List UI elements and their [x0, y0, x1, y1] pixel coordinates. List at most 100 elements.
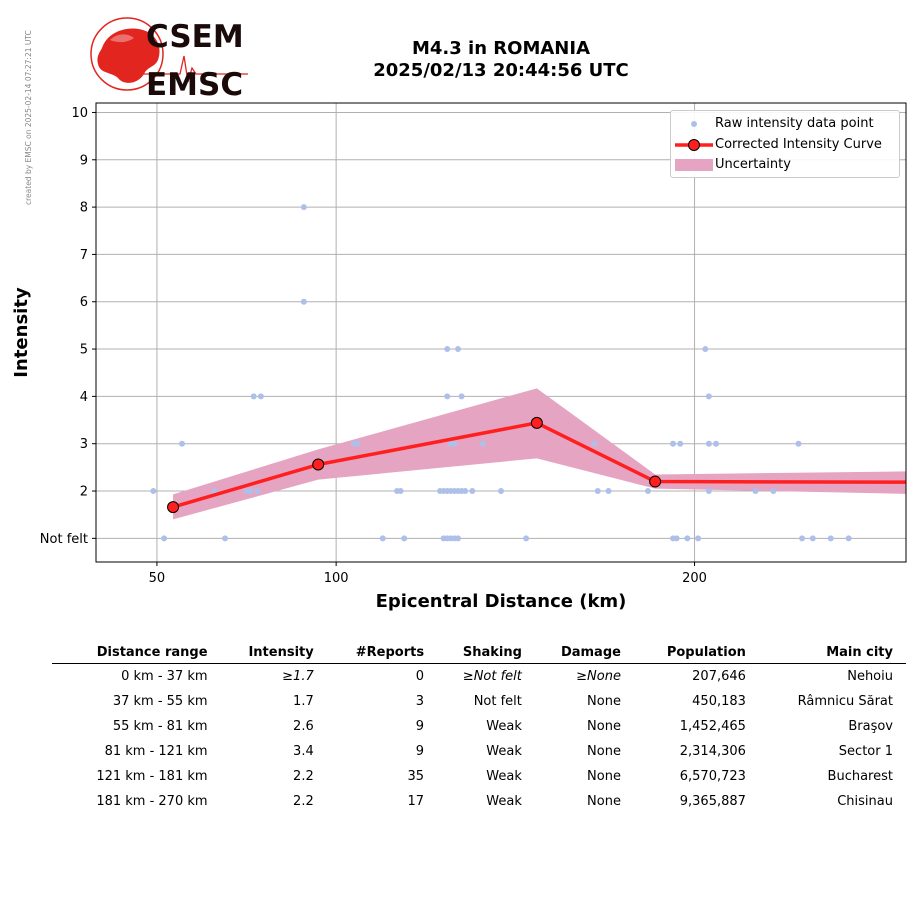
table-row: 37 km - 55 km 1.7 3 Not felt None 450,183 Râmn…: [52, 689, 906, 714]
cell-reports: 3: [415, 694, 425, 709]
header-damage: Damage: [560, 644, 621, 660]
legend-label-curve: Corrected Intensity Curve: [715, 137, 882, 152]
cell-damage: None: [587, 794, 621, 809]
cell-distance-range: 55 km - 81 km: [112, 719, 208, 734]
raw-data-point: [591, 440, 598, 447]
cell-shaking: Weak: [486, 794, 522, 809]
raw-data-point: [451, 440, 458, 447]
raw-data-point: [458, 393, 465, 400]
raw-data-point: [444, 393, 451, 400]
legend-item-raw: Raw intensity data point: [671, 115, 899, 133]
raw-data-point: [752, 488, 759, 495]
raw-data-point: [254, 488, 261, 495]
cell-main-city: Sector 1: [838, 744, 893, 759]
raw-data-point: [161, 535, 168, 542]
raw-data-point: [351, 440, 358, 447]
cell-reports: 35: [407, 769, 425, 784]
legend-label-raw: Raw intensity data point: [715, 116, 874, 131]
y-tick-label: Not felt: [40, 532, 88, 547]
raw-data-point: [845, 535, 852, 542]
cell-main-city: Chisinau: [837, 794, 893, 809]
cell-distance-range: 37 km - 55 km: [112, 694, 208, 709]
raw-data-point: [257, 393, 264, 400]
plot-frame: [95, 102, 907, 563]
header-main-city: Main city: [826, 644, 893, 660]
raw-data-point: [379, 535, 386, 542]
raw-data-point: [827, 535, 834, 542]
raw-data-point: [300, 204, 307, 211]
intensity-table: Distance range Intensity #Reports Shakin…: [52, 641, 906, 814]
chart-title: M4.3 in ROMANIA 2025/02/13 20:44:56 UTC: [300, 38, 702, 82]
title-datetime: 2025/02/13 20:44:56 UTC: [373, 60, 629, 81]
table-header-row: Distance range Intensity #Reports Shakin…: [52, 641, 906, 664]
raw-data-point: [454, 346, 461, 353]
cell-reports: 0: [415, 669, 425, 684]
raw-data-point: [523, 535, 530, 542]
raw-data-point: [222, 535, 229, 542]
raw-data-point: [702, 346, 709, 353]
svg-text:CSEM: CSEM: [146, 19, 244, 55]
raw-data-point: [454, 535, 461, 542]
raw-data-point: [673, 535, 680, 542]
legend-label-uncertainty: Uncertainty: [715, 157, 791, 172]
raw-data-point: [695, 535, 702, 542]
title-event: M4.3 in ROMANIA: [411, 38, 590, 59]
y-tick-label: 5: [80, 343, 88, 358]
raw-data-point: [401, 535, 408, 542]
raw-data-point: [705, 393, 712, 400]
raw-data-point: [594, 488, 601, 495]
cell-main-city: Braşov: [848, 719, 893, 734]
cell-population: 9,365,887: [679, 794, 746, 809]
raw-data-point: [795, 440, 802, 447]
raw-data-point: [644, 488, 651, 495]
cell-main-city: Bucharest: [827, 769, 893, 784]
chart-legend: Raw intensity data point Corrected Inten…: [670, 110, 900, 178]
cell-damage: ≥None: [576, 669, 621, 684]
table-row: 55 km - 81 km 2.6 9 Weak None 1,452,465 Braşov: [52, 714, 906, 739]
raw-data-point: [809, 535, 816, 542]
intensity-curve-point: [530, 416, 543, 429]
y-tick-label: 4: [80, 390, 88, 405]
cell-main-city: Râmnicu Sărat: [797, 694, 893, 709]
credit-text: created by EMSC on 2025-02-14 07:27:21 U…: [24, 30, 33, 205]
legend-raw-marker: [691, 121, 697, 127]
credit-label: created by EMSC on 2025-02-14 07:27:21 U…: [24, 30, 33, 205]
table-row: 181 km - 270 km 2.2 17 Weak None 9,365,887 Chi…: [52, 789, 906, 814]
cell-damage: None: [587, 719, 621, 734]
raw-data-point: [247, 488, 254, 495]
svg-text:EMSC: EMSC: [146, 67, 243, 100]
x-tick-label: 100: [324, 571, 349, 586]
cell-shaking: Weak: [486, 744, 522, 759]
cell-population: 207,646: [692, 669, 746, 684]
raw-data-point: [705, 488, 712, 495]
cell-reports: 9: [415, 719, 425, 734]
raw-data-point: [498, 488, 504, 495]
cell-intensity: 1.7: [293, 694, 314, 709]
cell-distance-range: 181 km - 270 km: [96, 794, 208, 809]
cell-damage: None: [587, 694, 621, 709]
header-reports: #Reports: [355, 644, 425, 660]
cell-reports: 17: [407, 794, 425, 809]
raw-data-point: [684, 535, 691, 542]
legend-item-uncertainty: Uncertainty: [671, 156, 899, 174]
header-distance-range: Distance range: [96, 644, 208, 660]
table-row: 121 km - 181 km 2.2 35 Weak None 6,570,723 Buc…: [52, 764, 906, 789]
y-tick-label: 8: [80, 201, 88, 216]
uncertainty-band: [173, 388, 906, 520]
cell-intensity: 2.6: [293, 719, 314, 734]
raw-data-point: [670, 440, 677, 447]
cell-intensity: 2.2: [293, 769, 314, 784]
raw-data-point: [770, 488, 777, 495]
header-population: Population: [666, 644, 746, 660]
cell-population: 6,570,723: [679, 769, 746, 784]
raw-data-point: [179, 440, 186, 447]
intensity-curve-point: [649, 475, 662, 488]
cell-shaking: Weak: [486, 769, 522, 784]
raw-data-point: [677, 440, 684, 447]
x-tick-label: 200: [682, 571, 707, 586]
intensity-curve-point: [312, 458, 325, 471]
cell-population: 450,183: [692, 694, 746, 709]
csem-emsc-logo: CSEM EMSC: [88, 16, 256, 103]
x-tick-label: 50: [149, 571, 166, 586]
cell-reports: 9: [415, 744, 425, 759]
